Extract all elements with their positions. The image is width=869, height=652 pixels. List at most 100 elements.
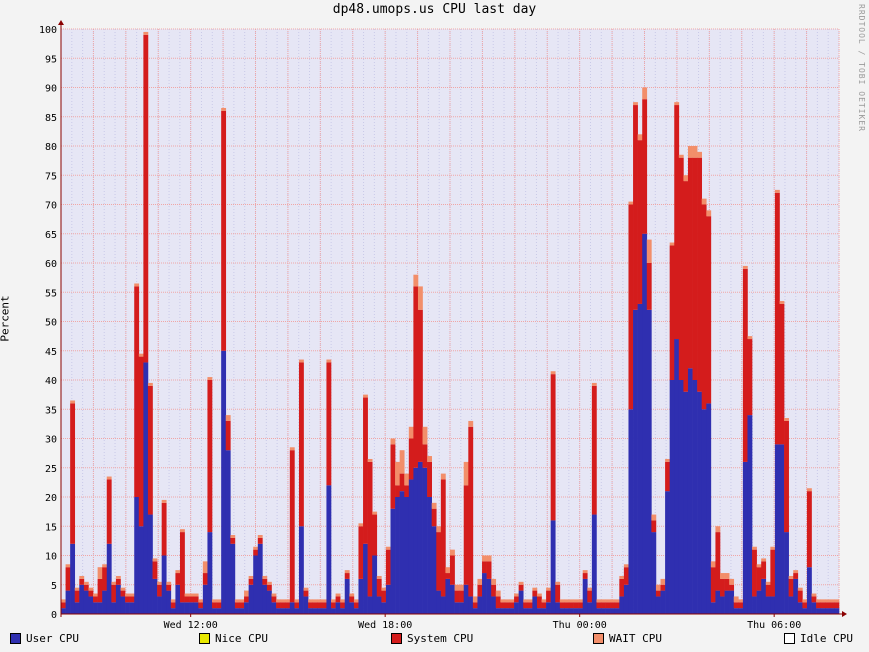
bar-wait-cpu bbox=[436, 526, 442, 533]
bar-wait-cpu bbox=[285, 599, 291, 603]
bar-wait-cpu bbox=[358, 523, 364, 527]
bar-user-cpu bbox=[752, 596, 757, 614]
bar-system-cpu bbox=[834, 602, 840, 609]
bar-wait-cpu bbox=[225, 415, 231, 421]
y-tick-label: 25 bbox=[45, 464, 57, 475]
y-tick-label: 5 bbox=[51, 581, 57, 592]
bar-user-cpu bbox=[276, 608, 281, 614]
bar-system-cpu bbox=[404, 485, 410, 497]
bar-system-cpu bbox=[491, 584, 497, 597]
bar-wait-cpu bbox=[83, 581, 89, 585]
bar-wait-cpu bbox=[326, 359, 332, 363]
legend-item-user-cpu: User CPU bbox=[10, 632, 79, 645]
bar-wait-cpu bbox=[321, 599, 327, 603]
bar-system-cpu bbox=[724, 578, 730, 591]
legend-item-system-cpu: System CPU bbox=[391, 632, 473, 645]
bar-wait-cpu bbox=[724, 573, 730, 579]
bar-user-cpu bbox=[381, 602, 387, 614]
bar-system-cpu bbox=[733, 602, 739, 609]
bar-user-cpu bbox=[170, 608, 176, 614]
bar-user-cpu bbox=[793, 578, 799, 614]
bar-system-cpu bbox=[189, 596, 195, 603]
bar-system-cpu bbox=[157, 584, 162, 597]
bar-wait-cpu bbox=[170, 599, 176, 603]
bar-user-cpu bbox=[472, 608, 478, 614]
bar-wait-cpu bbox=[216, 599, 222, 603]
bar-wait-cpu bbox=[829, 599, 835, 603]
y-tick-label: 15 bbox=[45, 522, 57, 533]
bar-system-cpu bbox=[303, 590, 309, 597]
bar-wait-cpu bbox=[179, 529, 185, 533]
bar-system-cpu bbox=[326, 362, 332, 486]
bar-system-cpu bbox=[761, 561, 767, 579]
bar-user-cpu bbox=[198, 608, 204, 614]
bar-wait-cpu bbox=[198, 599, 204, 603]
bar-wait-cpu bbox=[779, 301, 785, 304]
bar-user-cpu bbox=[665, 491, 670, 614]
y-tick-label: 50 bbox=[45, 318, 57, 329]
bar-system-cpu bbox=[752, 549, 757, 597]
bar-wait-cpu bbox=[74, 587, 80, 591]
bar-system-cpu bbox=[697, 157, 703, 392]
bar-system-cpu bbox=[262, 578, 268, 585]
bar-system-cpu bbox=[806, 491, 812, 568]
bar-system-cpu bbox=[212, 602, 217, 609]
bar-user-cpu bbox=[463, 584, 469, 614]
bar-system-cpu bbox=[381, 590, 387, 603]
bar-system-cpu bbox=[115, 578, 121, 585]
bar-user-cpu bbox=[326, 485, 332, 614]
bar-user-cpu bbox=[816, 608, 821, 614]
bar-wait-cpu bbox=[752, 546, 757, 550]
bar-system-cpu bbox=[747, 339, 753, 416]
bar-user-cpu bbox=[93, 602, 98, 614]
bar-wait-cpu bbox=[601, 599, 606, 603]
bar-user-cpu bbox=[166, 590, 172, 614]
bar-wait-cpu bbox=[614, 599, 620, 603]
x-tick-label: Wed 18:00 bbox=[358, 620, 412, 631]
bar-wait-cpu bbox=[390, 438, 396, 445]
bar-user-cpu bbox=[266, 590, 272, 614]
bar-user-cpu bbox=[294, 608, 300, 614]
bar-wait-cpu bbox=[715, 526, 721, 533]
bar-system-cpu bbox=[825, 602, 831, 609]
bar-system-cpu bbox=[770, 549, 776, 597]
bar-system-cpu bbox=[83, 584, 89, 591]
bar-system-cpu bbox=[468, 426, 474, 597]
bar-wait-cpu bbox=[253, 546, 259, 550]
bar-user-cpu bbox=[376, 596, 382, 614]
bar-user-cpu bbox=[216, 608, 222, 614]
bar-wait-cpu bbox=[161, 499, 167, 503]
bar-system-cpu bbox=[710, 567, 716, 603]
bar-user-cpu bbox=[651, 532, 657, 614]
bar-user-cpu bbox=[385, 584, 391, 614]
bar-system-cpu bbox=[285, 602, 291, 609]
bar-system-cpu bbox=[298, 362, 304, 527]
bar-system-cpu bbox=[349, 596, 355, 603]
bar-system-cpu bbox=[234, 602, 240, 609]
bar-system-cpu bbox=[344, 573, 350, 579]
bar-user-cpu bbox=[271, 602, 277, 614]
bar-system-cpu bbox=[500, 602, 506, 609]
bar-system-cpu bbox=[550, 374, 556, 521]
bar-system-cpu bbox=[619, 578, 625, 597]
bar-user-cpu bbox=[349, 602, 355, 614]
bar-user-cpu bbox=[564, 608, 570, 614]
bar-system-cpu bbox=[230, 537, 236, 544]
bar-system-cpu bbox=[623, 567, 629, 585]
bar-system-cpu bbox=[335, 596, 341, 603]
bar-wait-cpu bbox=[234, 599, 240, 603]
bar-user-cpu bbox=[674, 339, 680, 614]
bar-wait-cpu bbox=[459, 584, 465, 591]
bar-wait-cpu bbox=[701, 198, 707, 205]
bar-user-cpu bbox=[367, 596, 373, 614]
y-tick-label: 35 bbox=[45, 405, 57, 416]
bar-user-cpu bbox=[70, 543, 76, 614]
bar-wait-cpu bbox=[207, 377, 213, 380]
bar-user-cpu bbox=[825, 608, 831, 614]
bar-system-cpu bbox=[591, 385, 597, 515]
bar-user-cpu bbox=[289, 602, 295, 614]
x-tick-label: Thu 06:00 bbox=[747, 620, 801, 631]
bar-system-cpu bbox=[646, 263, 652, 310]
bar-system-cpu bbox=[221, 110, 227, 351]
bar-user-cpu bbox=[697, 391, 703, 614]
